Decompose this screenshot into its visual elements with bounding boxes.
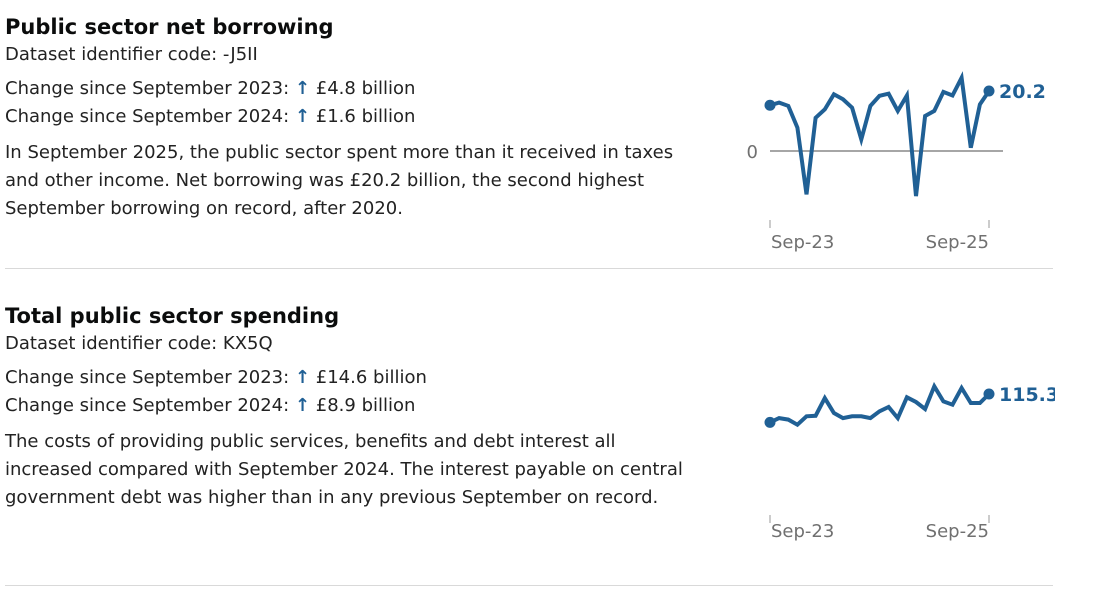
dataset-code: KX5Q: [222, 333, 273, 354]
x-tick-label: Sep-23: [771, 521, 834, 542]
x-tick-label: Sep-23: [771, 232, 834, 253]
dataset-identifier: Dataset identifier code: KX5Q: [5, 330, 1053, 358]
arrow-up-icon: ↑: [294, 106, 311, 127]
section-total-spending: Total public sector spending Dataset ide…: [5, 302, 1053, 512]
change-row: Change since September 2023: ↑ £4.8 bill…: [5, 75, 1053, 103]
change-value: £8.9 billion: [315, 395, 416, 416]
sparkline-chart-total-spending: 115.3 Sep-23 Sep-25: [764, 381, 1055, 542]
divider: [5, 585, 1053, 586]
change-value: £1.6 billion: [315, 106, 416, 127]
dataset-identifier: Dataset identifier code: -J5II: [5, 41, 1053, 69]
x-tick-label: Sep-25: [926, 232, 989, 253]
end-value-label: 20.2: [999, 81, 1046, 103]
dataset-code: -J5II: [222, 44, 258, 65]
change-label: Change since September 2024:: [5, 106, 290, 127]
change-label: Change since September 2024:: [5, 395, 290, 416]
change-row: Change since September 2024: ↑ £1.6 bill…: [5, 103, 1053, 131]
change-row: Change since September 2024: ↑ £8.9 bill…: [5, 392, 1053, 420]
start-point-marker: [764, 99, 776, 111]
end-value-label: 115.3: [999, 384, 1055, 406]
end-point-marker: [983, 388, 995, 400]
section-description: The costs of providing public services, …: [5, 431, 683, 508]
change-value: £4.8 billion: [315, 78, 416, 99]
arrow-up-icon: ↑: [294, 395, 311, 416]
change-value: £14.6 billion: [315, 367, 427, 388]
dataset-label: Dataset identifier code:: [5, 333, 218, 354]
arrow-up-icon: ↑: [294, 367, 311, 388]
section-title: Public sector net borrowing: [5, 15, 334, 39]
section-description: In September 2025, the public sector spe…: [5, 142, 674, 219]
end-point-marker: [983, 85, 995, 97]
section-net-borrowing: Public sector net borrowing Dataset iden…: [5, 13, 1053, 223]
series-line: [769, 71, 991, 197]
change-label: Change since September 2023:: [5, 78, 290, 99]
arrow-up-icon: ↑: [294, 78, 311, 99]
start-point-marker: [764, 416, 776, 428]
dataset-label: Dataset identifier code:: [5, 44, 218, 65]
section-title: Total public sector spending: [5, 304, 340, 328]
divider: [5, 268, 1053, 269]
change-row: Change since September 2023: ↑ £14.6 bil…: [5, 364, 1053, 392]
sparkline-chart-net-borrowing: 0 20.2 Sep-23 Sep-25: [747, 71, 1046, 253]
x-tick-label: Sep-25: [926, 521, 989, 542]
y-tick-label: 0: [747, 142, 758, 163]
series-line: [769, 381, 991, 428]
change-label: Change since September 2023:: [5, 367, 290, 388]
